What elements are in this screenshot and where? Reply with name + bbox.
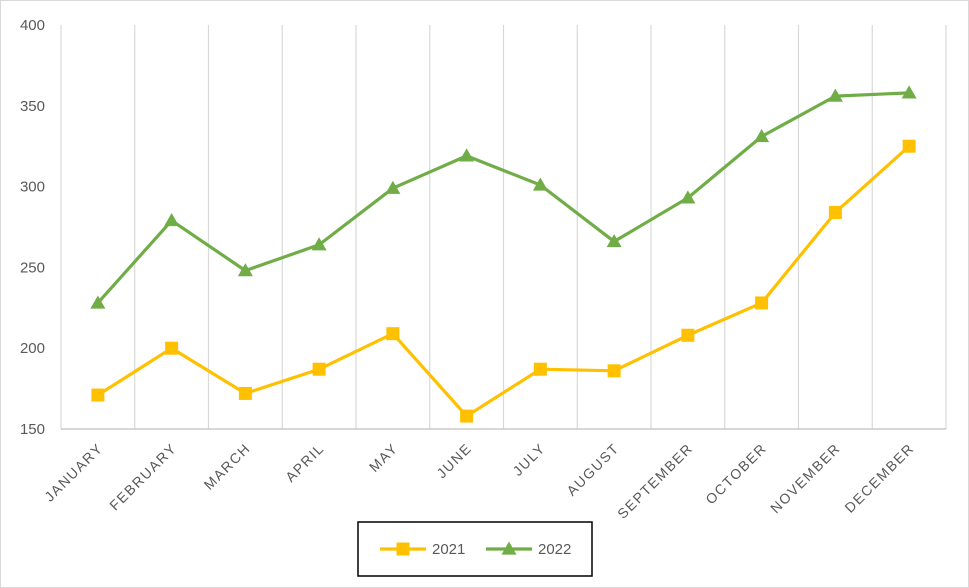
data-point-2022 [680, 190, 696, 204]
x-tick-label: AUGUST [563, 440, 622, 499]
data-point-2022 [532, 177, 548, 191]
data-point-2021 [91, 388, 105, 402]
series-line-2022 [96, 91, 910, 305]
gridlines [60, 25, 947, 429]
y-axis-ticks: 150 200 250 300 350 400 [20, 17, 45, 438]
x-tick-label: NOVEMBER [767, 440, 843, 516]
x-tick-label: JUNE [433, 440, 474, 481]
data-point-2021 [165, 341, 179, 355]
x-tick-label: JANUARY [41, 440, 106, 505]
data-point-2022 [311, 237, 327, 251]
y-tick-label: 300 [20, 179, 45, 196]
x-tick-label: SEPTEMBER [614, 440, 696, 522]
data-point-2022 [459, 148, 475, 162]
data-point-2022 [237, 263, 253, 277]
series-line-2021 [97, 145, 911, 418]
x-tick-label: MAY [366, 440, 401, 475]
data-point-2021 [312, 362, 326, 376]
y-tick-label: 200 [20, 340, 45, 357]
x-axis-ticks: JANUARY FEBRUARY MARCH APRIL MAY JUNE JULY AUGU… [41, 440, 917, 522]
data-point-2021 [681, 328, 695, 342]
data-point-2021 [238, 386, 252, 400]
data-point-2021 [902, 139, 916, 153]
x-tick-label: OCTOBER [702, 440, 770, 508]
series-2021 [91, 139, 916, 423]
data-point-2021 [460, 409, 474, 423]
data-point-2021 [386, 327, 400, 341]
data-point-2022 [385, 180, 401, 194]
data-point-2021 [755, 296, 769, 310]
data-point-2021 [607, 364, 621, 378]
data-point-2022 [90, 295, 106, 309]
series-2022 [90, 85, 917, 309]
data-point-2022 [606, 234, 622, 248]
data-point-2022 [754, 129, 770, 143]
data-point-2022 [164, 213, 180, 227]
x-tick-label: APRIL [282, 440, 327, 485]
legend: 2021 2022 [357, 521, 593, 577]
data-point-2022 [901, 85, 917, 99]
legend-swatch-marker [501, 541, 517, 555]
x-tick-label: JULY [509, 440, 548, 479]
legend-label: 2021 [432, 541, 465, 558]
x-tick-label: FEBRUARY [106, 440, 180, 514]
data-point-2022 [827, 88, 843, 102]
y-tick-label: 250 [20, 259, 45, 276]
x-tick-label: DECEMBER [841, 440, 917, 516]
data-point-2021 [533, 362, 547, 376]
y-tick-label: 350 [20, 98, 45, 115]
series-layer [90, 85, 917, 423]
y-tick-label: 400 [20, 17, 45, 34]
legend-swatch-marker [396, 542, 410, 556]
x-tick-label: MARCH [201, 440, 254, 493]
legend-label: 2022 [538, 541, 571, 558]
y-tick-label: 150 [20, 421, 45, 438]
data-point-2021 [828, 205, 842, 219]
